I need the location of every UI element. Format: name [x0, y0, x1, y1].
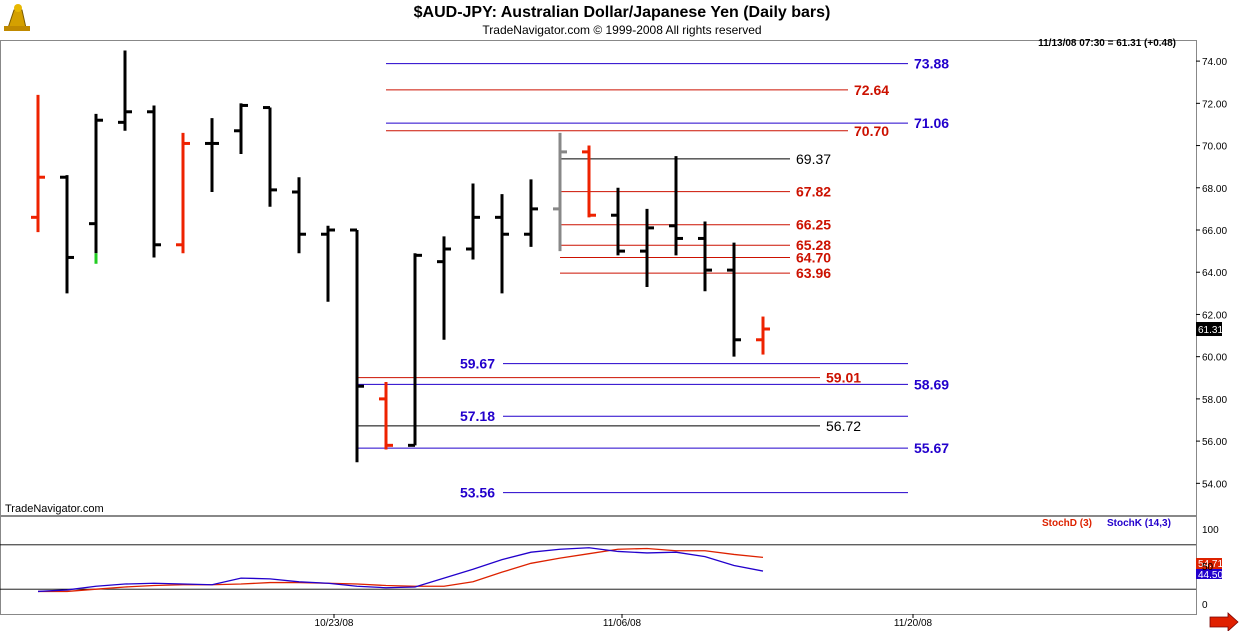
level-label: 70.70: [854, 123, 889, 139]
stoch-series-line-k: [37, 547, 764, 593]
price-y-tick-label: 66.00: [1202, 226, 1227, 237]
stoch-k-last-box: [1196, 569, 1222, 579]
price-y-tick-label: 58.00: [1202, 395, 1227, 406]
stoch-d-last-label: 54.71: [1198, 559, 1223, 570]
price-y-tick-label: 74.00: [1202, 57, 1227, 68]
level-label: 57.18: [460, 408, 495, 424]
stoch-y-tick-label: 100: [1202, 525, 1219, 536]
last-price-label: 61.31: [1198, 325, 1223, 336]
stoch-legend-d: StochD (3): [1042, 518, 1092, 529]
level-label: 71.06: [914, 115, 949, 131]
price-y-tick-label: 68.00: [1202, 184, 1227, 195]
axes: 74.00 72.00 70.00 68.00 66.00 64.00 62.00 60.00…: [315, 57, 1228, 629]
stoch-y-tick-label: 50: [1202, 562, 1214, 573]
price-y-tick-label: 70.00: [1202, 142, 1227, 153]
chart-title: $AUD-JPY: Australian Dollar/Japanese Yen…: [414, 4, 831, 21]
price-panel-border: [0, 40, 1197, 516]
stoch-d-last-box: [1196, 558, 1222, 569]
price-y-tick-label: 62.00: [1202, 310, 1227, 321]
price-y-tick-label: 64.00: [1202, 268, 1227, 279]
stoch-y-tick-label: 0: [1202, 600, 1208, 611]
last-price-box: [1196, 322, 1222, 337]
level-lines: 73.88 72.64 71.06 70.70 69.37 67.82 66.25 65.28…: [358, 56, 949, 501]
x-tick-label: 11/06/08: [603, 618, 642, 629]
stoch-legend-k: StochK (14,3): [1107, 518, 1171, 529]
watermark-text: TradeNavigator.com: [5, 503, 104, 515]
level-label: 73.88: [914, 56, 949, 72]
trade-navigator-logo-icon: [4, 4, 30, 31]
level-label: 67.82: [796, 184, 831, 200]
level-label: 66.25: [796, 217, 831, 233]
stoch-k-last-label: 44.50: [1198, 570, 1223, 581]
level-label: 58.69: [914, 376, 949, 392]
stoch-series-line-d: [38, 547, 764, 593]
level-label: 65.28: [796, 237, 831, 253]
x-tick-label: 10/23/08: [315, 618, 354, 629]
level-label: 72.64: [854, 82, 889, 98]
chart-frame: [0, 40, 1197, 615]
level-label: 64.70: [796, 249, 831, 265]
price-y-tick-label: 54.00: [1202, 479, 1227, 490]
level-label: 69.37: [796, 151, 831, 167]
level-label: 55.67: [914, 440, 949, 456]
level-label: 63.96: [796, 265, 831, 281]
price-y-tick-label: 60.00: [1202, 353, 1227, 364]
level-label: 53.56: [460, 485, 495, 501]
scroll-right-arrow-icon[interactable]: [1209, 612, 1239, 631]
price-bars: [31, 50, 770, 463]
price-y-tick-label: 72.00: [1202, 99, 1227, 110]
x-tick-label: 11/20/08: [894, 618, 933, 629]
stoch-panel-border: [0, 516, 1197, 615]
level-label: 59.01: [826, 370, 861, 386]
price-y-tick-label: 56.00: [1202, 437, 1227, 448]
copyright-text: TradeNavigator.com © 1999-2008 All right…: [482, 23, 761, 37]
quote-readout: 11/13/08 07:30 = 61.31 (+0.48): [1038, 38, 1176, 49]
level-label: 56.72: [826, 418, 861, 434]
level-label: 59.67: [460, 356, 495, 372]
